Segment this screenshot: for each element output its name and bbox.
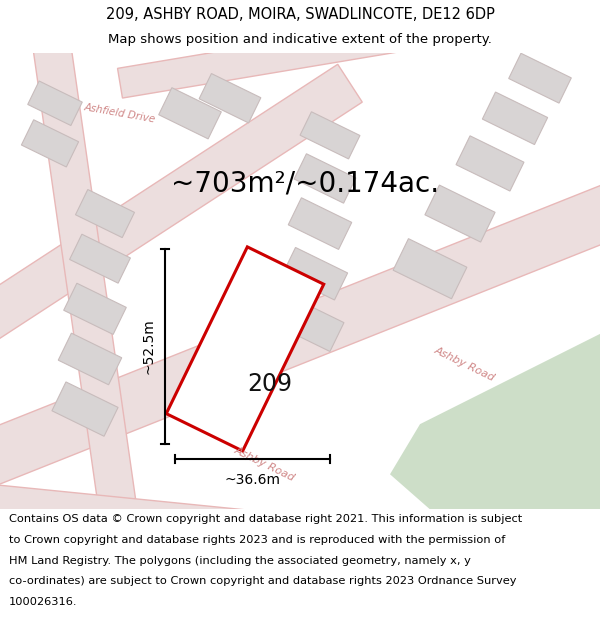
Text: to Crown copyright and database rights 2023 and is reproduced with the permissio: to Crown copyright and database rights 2… <box>9 535 505 545</box>
Text: ~703m²/~0.174ac.: ~703m²/~0.174ac. <box>171 169 439 198</box>
Polygon shape <box>0 158 600 500</box>
Polygon shape <box>159 88 221 139</box>
Text: Ashfield Drive: Ashfield Drive <box>83 102 157 124</box>
Text: 100026316.: 100026316. <box>9 598 77 608</box>
Polygon shape <box>70 234 130 283</box>
Polygon shape <box>0 64 362 363</box>
Text: 209, ASHBY ROAD, MOIRA, SWADLINCOTE, DE12 6DP: 209, ASHBY ROAD, MOIRA, SWADLINCOTE, DE1… <box>106 8 494 22</box>
Polygon shape <box>199 74 261 123</box>
Polygon shape <box>300 112 360 159</box>
Text: ~52.5m: ~52.5m <box>141 319 155 374</box>
Polygon shape <box>28 81 82 126</box>
Polygon shape <box>283 248 347 300</box>
Polygon shape <box>64 283 126 334</box>
Text: Map shows position and indicative extent of the property.: Map shows position and indicative extent… <box>108 33 492 46</box>
Text: Ashby Road: Ashby Road <box>433 345 497 383</box>
Polygon shape <box>276 296 344 351</box>
Polygon shape <box>393 239 467 299</box>
Polygon shape <box>509 53 571 103</box>
Polygon shape <box>52 382 118 436</box>
Text: 209: 209 <box>248 372 293 396</box>
Text: HM Land Registry. The polygons (including the associated geometry, namely x, y: HM Land Registry. The polygons (includin… <box>9 556 471 566</box>
Polygon shape <box>294 154 356 203</box>
Polygon shape <box>58 333 122 385</box>
Polygon shape <box>118 18 422 98</box>
Polygon shape <box>166 247 324 451</box>
Polygon shape <box>31 31 139 527</box>
Polygon shape <box>0 481 251 538</box>
Text: Contains OS data © Crown copyright and database right 2021. This information is : Contains OS data © Crown copyright and d… <box>9 514 522 524</box>
Polygon shape <box>390 334 600 509</box>
Text: co-ordinates) are subject to Crown copyright and database rights 2023 Ordnance S: co-ordinates) are subject to Crown copyr… <box>9 576 517 586</box>
Text: ~36.6m: ~36.6m <box>224 473 281 488</box>
Text: Ashby Road: Ashby Road <box>233 445 297 483</box>
Polygon shape <box>456 136 524 191</box>
Polygon shape <box>482 92 548 144</box>
Polygon shape <box>425 185 495 242</box>
Polygon shape <box>288 198 352 249</box>
Polygon shape <box>76 189 134 238</box>
Polygon shape <box>22 120 79 167</box>
